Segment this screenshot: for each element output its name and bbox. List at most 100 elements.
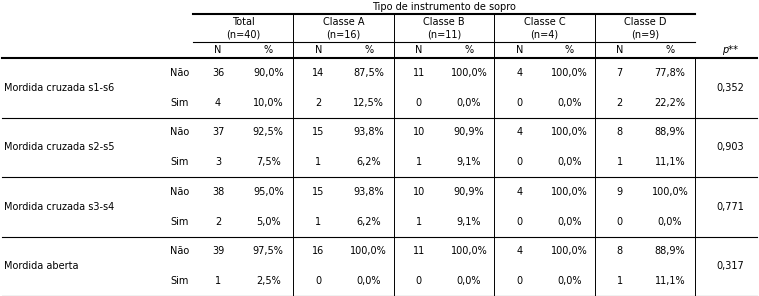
Text: 0: 0	[516, 157, 522, 167]
Text: (n=16): (n=16)	[326, 29, 361, 39]
Text: 90,9%: 90,9%	[454, 187, 484, 197]
Text: 16: 16	[313, 246, 325, 256]
Text: Sim: Sim	[171, 276, 189, 286]
Text: N: N	[616, 45, 623, 55]
Text: 100,0%: 100,0%	[551, 187, 588, 197]
Text: 100,0%: 100,0%	[451, 68, 487, 78]
Text: Classe A: Classe A	[323, 17, 364, 28]
Text: 1: 1	[416, 217, 422, 227]
Text: 1: 1	[616, 276, 623, 286]
Text: 8: 8	[616, 246, 623, 256]
Text: 0,0%: 0,0%	[457, 276, 481, 286]
Text: 4: 4	[516, 246, 522, 256]
Text: 3: 3	[215, 157, 221, 167]
Text: %: %	[565, 45, 574, 55]
Text: 0: 0	[516, 276, 522, 286]
Text: 90,9%: 90,9%	[454, 127, 484, 137]
Text: 88,9%: 88,9%	[654, 246, 685, 256]
Text: 0: 0	[316, 276, 322, 286]
Text: 87,5%: 87,5%	[353, 68, 384, 78]
Text: 0: 0	[516, 98, 522, 108]
Text: (n=9): (n=9)	[631, 29, 659, 39]
Text: 1: 1	[616, 157, 623, 167]
Text: N: N	[515, 45, 523, 55]
Text: 10: 10	[413, 187, 425, 197]
Text: 14: 14	[313, 68, 325, 78]
Text: Mordida cruzada s1-s6: Mordida cruzada s1-s6	[4, 83, 115, 93]
Text: 0,0%: 0,0%	[557, 276, 581, 286]
Text: 0,0%: 0,0%	[657, 217, 682, 227]
Text: 36: 36	[212, 68, 224, 78]
Text: 93,8%: 93,8%	[354, 127, 384, 137]
Text: 2,5%: 2,5%	[256, 276, 281, 286]
Text: 88,9%: 88,9%	[654, 127, 685, 137]
Text: Não: Não	[170, 187, 190, 197]
Text: N: N	[315, 45, 322, 55]
Text: 1: 1	[215, 276, 221, 286]
Text: 100,0%: 100,0%	[551, 246, 588, 256]
Text: 2: 2	[616, 98, 623, 108]
Text: 1: 1	[316, 157, 322, 167]
Text: 90,0%: 90,0%	[253, 68, 284, 78]
Text: N: N	[415, 45, 423, 55]
Text: 100,0%: 100,0%	[451, 246, 487, 256]
Text: Sim: Sim	[171, 157, 189, 167]
Text: Mordida aberta: Mordida aberta	[4, 261, 78, 271]
Text: 11: 11	[413, 68, 425, 78]
Text: 4: 4	[516, 68, 522, 78]
Text: Sim: Sim	[171, 98, 189, 108]
Text: 1: 1	[416, 157, 422, 167]
Text: Não: Não	[170, 246, 190, 256]
Text: 7: 7	[616, 68, 623, 78]
Text: p**: p**	[722, 45, 738, 55]
Text: 0: 0	[516, 217, 522, 227]
Text: %: %	[364, 45, 373, 55]
Text: 100,0%: 100,0%	[651, 187, 688, 197]
Text: 37: 37	[212, 127, 225, 137]
Text: 39: 39	[212, 246, 224, 256]
Text: 97,5%: 97,5%	[253, 246, 284, 256]
Text: (n=4): (n=4)	[531, 29, 559, 39]
Text: %: %	[666, 45, 675, 55]
Text: 0,903: 0,903	[716, 142, 744, 152]
Text: (n=40): (n=40)	[226, 29, 260, 39]
Text: 0,0%: 0,0%	[357, 276, 381, 286]
Text: Mordida cruzada s3-s4: Mordida cruzada s3-s4	[4, 202, 115, 212]
Text: (n=11): (n=11)	[427, 29, 461, 39]
Text: 2: 2	[316, 98, 322, 108]
Text: Tipo de instrumento de sopro: Tipo de instrumento de sopro	[372, 2, 516, 12]
Text: 6,2%: 6,2%	[357, 217, 381, 227]
Text: 11,1%: 11,1%	[654, 276, 685, 286]
Text: 93,8%: 93,8%	[354, 187, 384, 197]
Text: 0,0%: 0,0%	[457, 98, 481, 108]
Text: Sim: Sim	[171, 217, 189, 227]
Text: 100,0%: 100,0%	[551, 68, 588, 78]
Text: 4: 4	[215, 98, 221, 108]
Text: 0: 0	[416, 276, 422, 286]
Text: 0,317: 0,317	[716, 261, 744, 271]
Text: 6,2%: 6,2%	[357, 157, 381, 167]
Text: N: N	[214, 45, 222, 55]
Text: 0,0%: 0,0%	[557, 98, 581, 108]
Text: 100,0%: 100,0%	[551, 127, 588, 137]
Text: Classe C: Classe C	[524, 17, 565, 28]
Text: 9,1%: 9,1%	[457, 217, 481, 227]
Text: 9,1%: 9,1%	[457, 157, 481, 167]
Text: 5,0%: 5,0%	[256, 217, 281, 227]
Text: 9: 9	[616, 187, 623, 197]
Text: %: %	[465, 45, 474, 55]
Text: 11,1%: 11,1%	[654, 157, 685, 167]
Text: 11: 11	[413, 246, 425, 256]
Text: Não: Não	[170, 127, 190, 137]
Text: 10: 10	[413, 127, 425, 137]
Text: 0: 0	[616, 217, 623, 227]
Text: 15: 15	[312, 187, 325, 197]
Text: Classe D: Classe D	[624, 17, 666, 28]
Text: Total: Total	[231, 17, 254, 28]
Text: 22,2%: 22,2%	[654, 98, 685, 108]
Text: 100,0%: 100,0%	[351, 246, 387, 256]
Text: 4: 4	[516, 127, 522, 137]
Text: Classe B: Classe B	[424, 17, 465, 28]
Text: 12,5%: 12,5%	[353, 98, 384, 108]
Text: 1: 1	[316, 217, 322, 227]
